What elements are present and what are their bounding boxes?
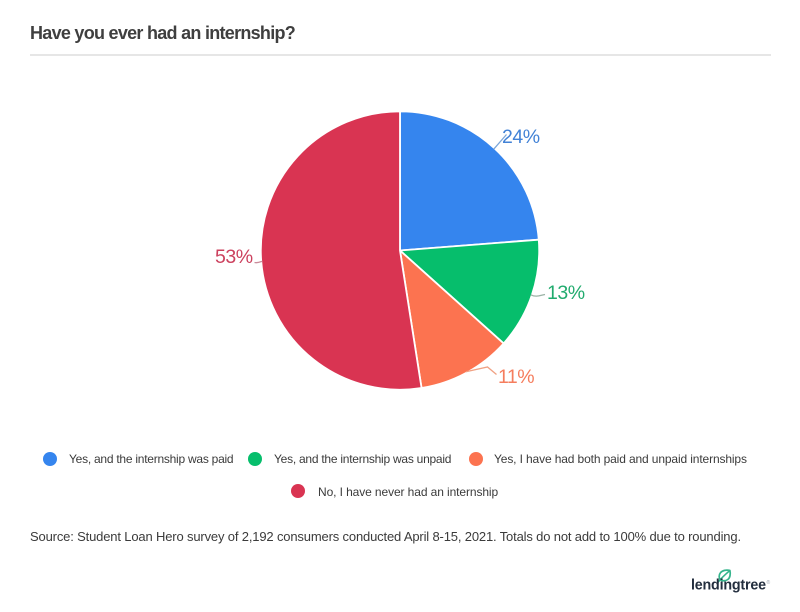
svg-text:®: ®	[767, 579, 771, 586]
svg-text:lendingtree: lendingtree	[691, 578, 766, 594]
